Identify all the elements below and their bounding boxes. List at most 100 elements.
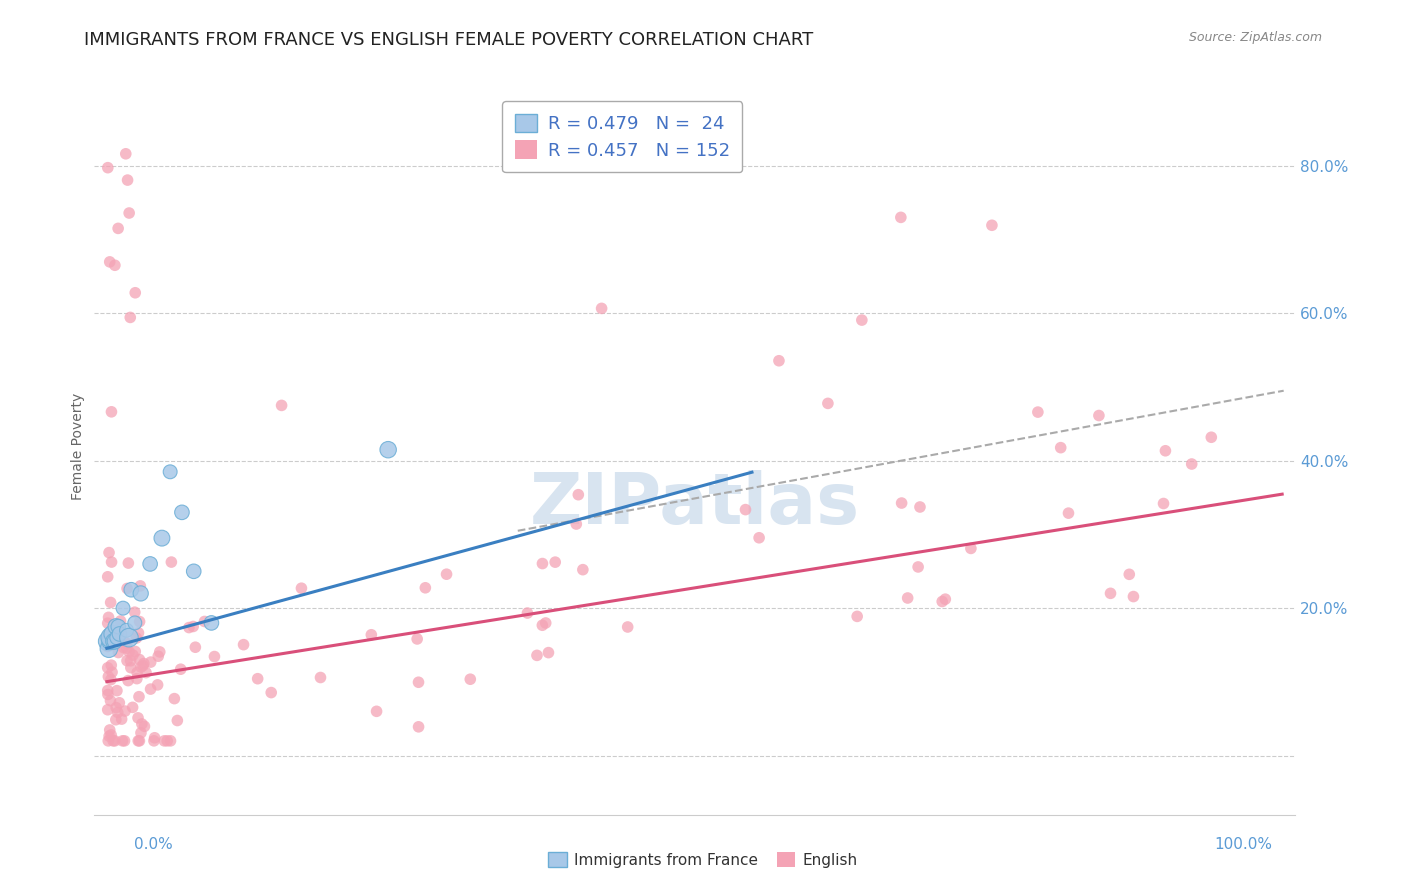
Point (544, 555, 567, 569)
Point (104, 634, 127, 648)
Point (104, 713, 127, 727)
Point (851, 313, 873, 327)
Point (131, 717, 153, 731)
Point (112, 601, 135, 615)
Point (184, 640, 207, 655)
Y-axis label: Female Poverty: Female Poverty (72, 392, 86, 500)
Point (537, 646, 560, 660)
Point (118, 631, 141, 645)
Point (890, 496, 912, 510)
Point (980, 219, 1002, 233)
Point (115, 654, 138, 668)
Point (1049, 441, 1071, 455)
Point (103, 634, 125, 648)
Point (193, 615, 215, 629)
Point (118, 644, 141, 658)
Point (124, 285, 146, 300)
Point (132, 657, 155, 671)
Point (159, 734, 181, 748)
Point (159, 465, 181, 479)
Point (127, 665, 149, 680)
Point (134, 719, 156, 733)
Point (458, 672, 481, 686)
Point (1099, 586, 1122, 600)
Point (117, 556, 139, 570)
Point (817, 396, 839, 410)
Point (111, 734, 134, 748)
Point (934, 592, 956, 607)
Point (107, 646, 129, 660)
Point (98, 723, 121, 737)
Legend: R = 0.479   N =  24, R = 0.457   N = 152: R = 0.479 N = 24, R = 0.457 N = 152 (502, 101, 742, 172)
Point (591, 301, 613, 316)
Point (181, 619, 204, 633)
Point (531, 557, 554, 571)
Point (567, 488, 589, 502)
Point (139, 655, 162, 669)
Point (748, 531, 770, 545)
Point (129, 726, 152, 740)
Point (128, 734, 150, 748)
Point (768, 353, 790, 368)
Legend: Immigrants from France, English: Immigrants from France, English (543, 846, 863, 873)
Point (97, 570, 120, 584)
Point (166, 714, 188, 728)
Point (160, 555, 183, 569)
Point (139, 557, 162, 571)
Point (114, 734, 136, 748)
Point (97, 734, 120, 748)
Point (1181, 457, 1204, 471)
Point (97, 640, 120, 654)
Point (290, 581, 312, 595)
Point (118, 206, 141, 220)
Point (127, 734, 149, 748)
Point (128, 652, 150, 666)
Point (1154, 443, 1177, 458)
Point (143, 734, 166, 748)
Point (100, 694, 122, 708)
Point (101, 627, 124, 641)
Point (1122, 590, 1144, 604)
Point (98, 729, 121, 743)
Point (124, 605, 146, 619)
Point (270, 398, 292, 412)
Point (100, 658, 122, 673)
Point (132, 658, 155, 673)
Point (734, 502, 756, 516)
Text: Source: ZipAtlas.com: Source: ZipAtlas.com (1188, 31, 1322, 45)
Point (232, 638, 254, 652)
Point (135, 665, 157, 680)
Point (846, 609, 869, 624)
Point (408, 720, 430, 734)
Point (149, 645, 172, 659)
Point (200, 615, 222, 630)
Point (156, 734, 179, 748)
Point (97, 669, 120, 683)
Point (526, 648, 548, 663)
Point (101, 665, 124, 680)
Point (406, 632, 429, 646)
Point (105, 631, 128, 645)
Point (97, 641, 120, 656)
Point (531, 618, 554, 632)
Point (153, 734, 176, 748)
Point (101, 627, 124, 641)
Point (114, 636, 136, 650)
Point (1201, 430, 1223, 444)
Point (125, 672, 148, 686)
Text: 0.0%: 0.0% (134, 837, 173, 852)
Point (100, 555, 122, 569)
Point (170, 662, 193, 676)
Point (115, 637, 138, 651)
Point (111, 712, 134, 726)
Point (114, 704, 136, 718)
Point (108, 627, 131, 641)
Point (100, 405, 122, 419)
Point (139, 682, 162, 697)
Point (100, 673, 122, 687)
Point (120, 582, 142, 597)
Point (97, 688, 120, 702)
Point (122, 648, 145, 662)
Point (129, 586, 152, 600)
Point (246, 672, 269, 686)
